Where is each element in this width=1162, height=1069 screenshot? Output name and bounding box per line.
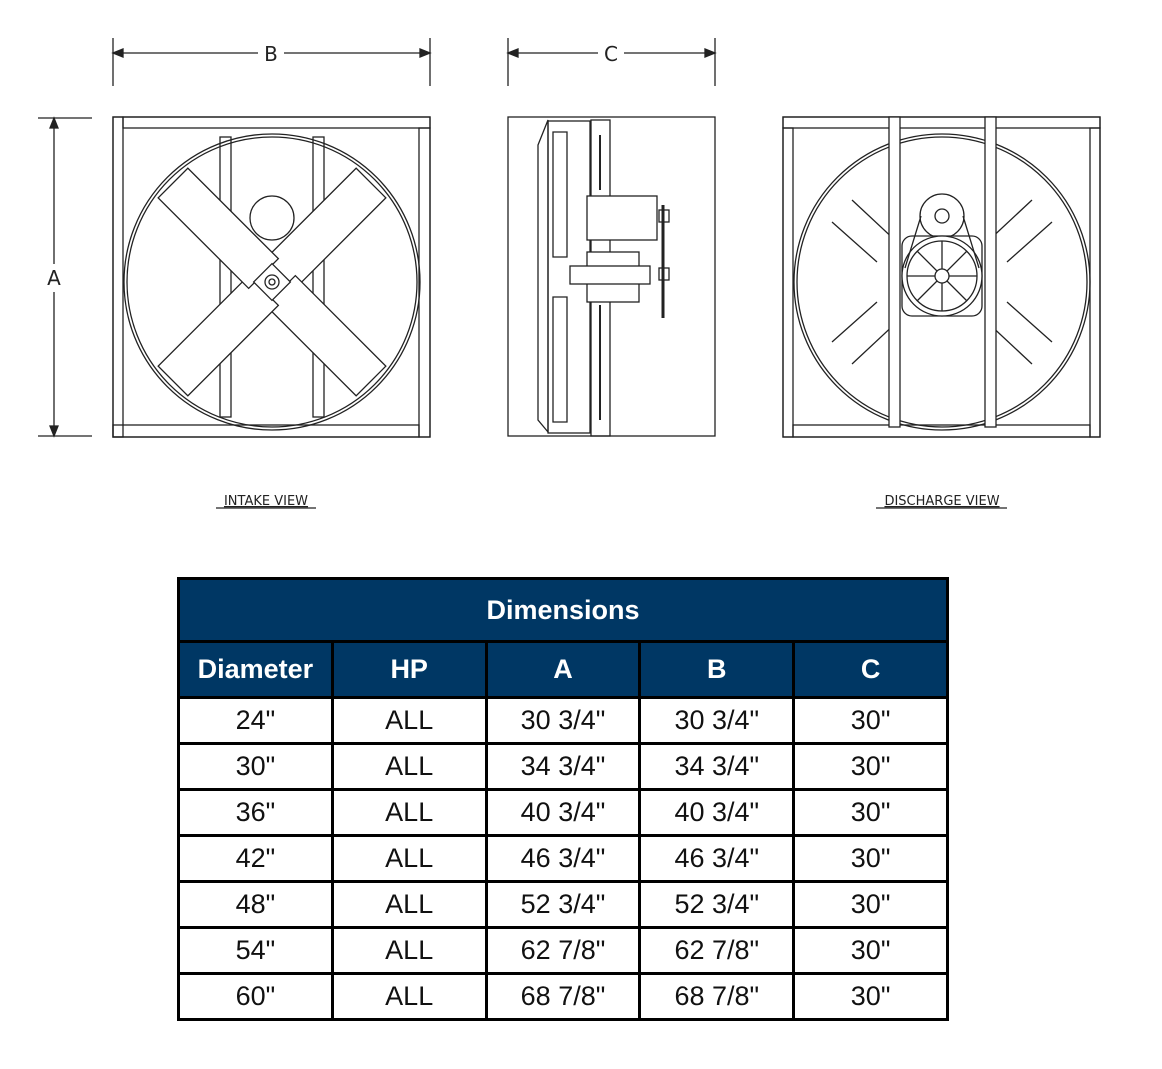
column-header-a: A [484,640,642,699]
dimension-a: A [38,116,92,438]
cell-hp: ALL [330,742,488,791]
dimensions-table: Dimensions Diameter HP A B C 24" ALL 30 3/… [177,577,949,1021]
cell-b: 68 7/8" [638,972,796,1021]
column-header-diameter: Diameter [177,640,334,699]
cell-c: 30" [792,788,949,837]
column-header-c: C [792,640,949,699]
dimension-c: C [506,38,717,86]
cell-c: 30" [792,926,949,975]
table-title: Dimensions [177,577,949,643]
cell-a: 40 3/4" [484,788,642,837]
cell-hp: ALL [330,880,488,929]
cell-b: 34 3/4" [638,742,796,791]
table-header-row: Diameter HP A B C [177,640,949,699]
cell-diameter: 60" [177,972,334,1021]
cell-c: 30" [792,972,949,1021]
cell-diameter: 48" [177,880,334,929]
table-row: 36" ALL 40 3/4" 40 3/4" 30" [177,788,949,837]
cell-b: 40 3/4" [638,788,796,837]
cell-hp: ALL [330,972,488,1021]
table-row: 54" ALL 62 7/8" 62 7/8" 30" [177,926,949,975]
column-header-hp: HP [330,640,488,699]
cell-diameter: 36" [177,788,334,837]
cell-c: 30" [792,880,949,929]
cell-diameter: 24" [177,696,334,745]
table-row: 48" ALL 52 3/4" 52 3/4" 30" [177,880,949,929]
cell-b: 46 3/4" [638,834,796,883]
table-row: 24" ALL 30 3/4" 30 3/4" 30" [177,696,949,745]
dimension-label-a: A [47,266,61,290]
table-row: 30" ALL 34 3/4" 34 3/4" 30" [177,742,949,791]
dimension-b: B [111,38,432,86]
cell-c: 30" [792,834,949,883]
table-row: 42" ALL 46 3/4" 46 3/4" 30" [177,834,949,883]
cell-diameter: 54" [177,926,334,975]
intake-view [112,116,431,438]
intake-view-label: INTAKE VIEW [224,494,308,509]
cell-c: 30" [792,696,949,745]
cell-hp: ALL [330,696,488,745]
side-view [507,116,716,437]
cell-hp: ALL [330,788,488,837]
cell-diameter: 42" [177,834,334,883]
discharge-view [782,116,1101,438]
column-header-b: B [638,640,796,699]
dimension-label-b: B [264,42,278,66]
cell-a: 34 3/4" [484,742,642,791]
dimension-label-c: C [604,42,618,66]
table-row: 60" ALL 68 7/8" 68 7/8" 30" [177,972,949,1021]
cell-a: 30 3/4" [484,696,642,745]
cell-a: 68 7/8" [484,972,642,1021]
cell-b: 30 3/4" [638,696,796,745]
cell-b: 62 7/8" [638,926,796,975]
cell-b: 52 3/4" [638,880,796,929]
discharge-view-label: DISCHARGE VIEW [884,494,999,509]
fan-technical-drawing: B C A [38,38,1101,509]
cell-a: 62 7/8" [484,926,642,975]
cell-a: 52 3/4" [484,880,642,929]
cell-hp: ALL [330,926,488,975]
cell-a: 46 3/4" [484,834,642,883]
cell-hp: ALL [330,834,488,883]
cell-c: 30" [792,742,949,791]
cell-diameter: 30" [177,742,334,791]
